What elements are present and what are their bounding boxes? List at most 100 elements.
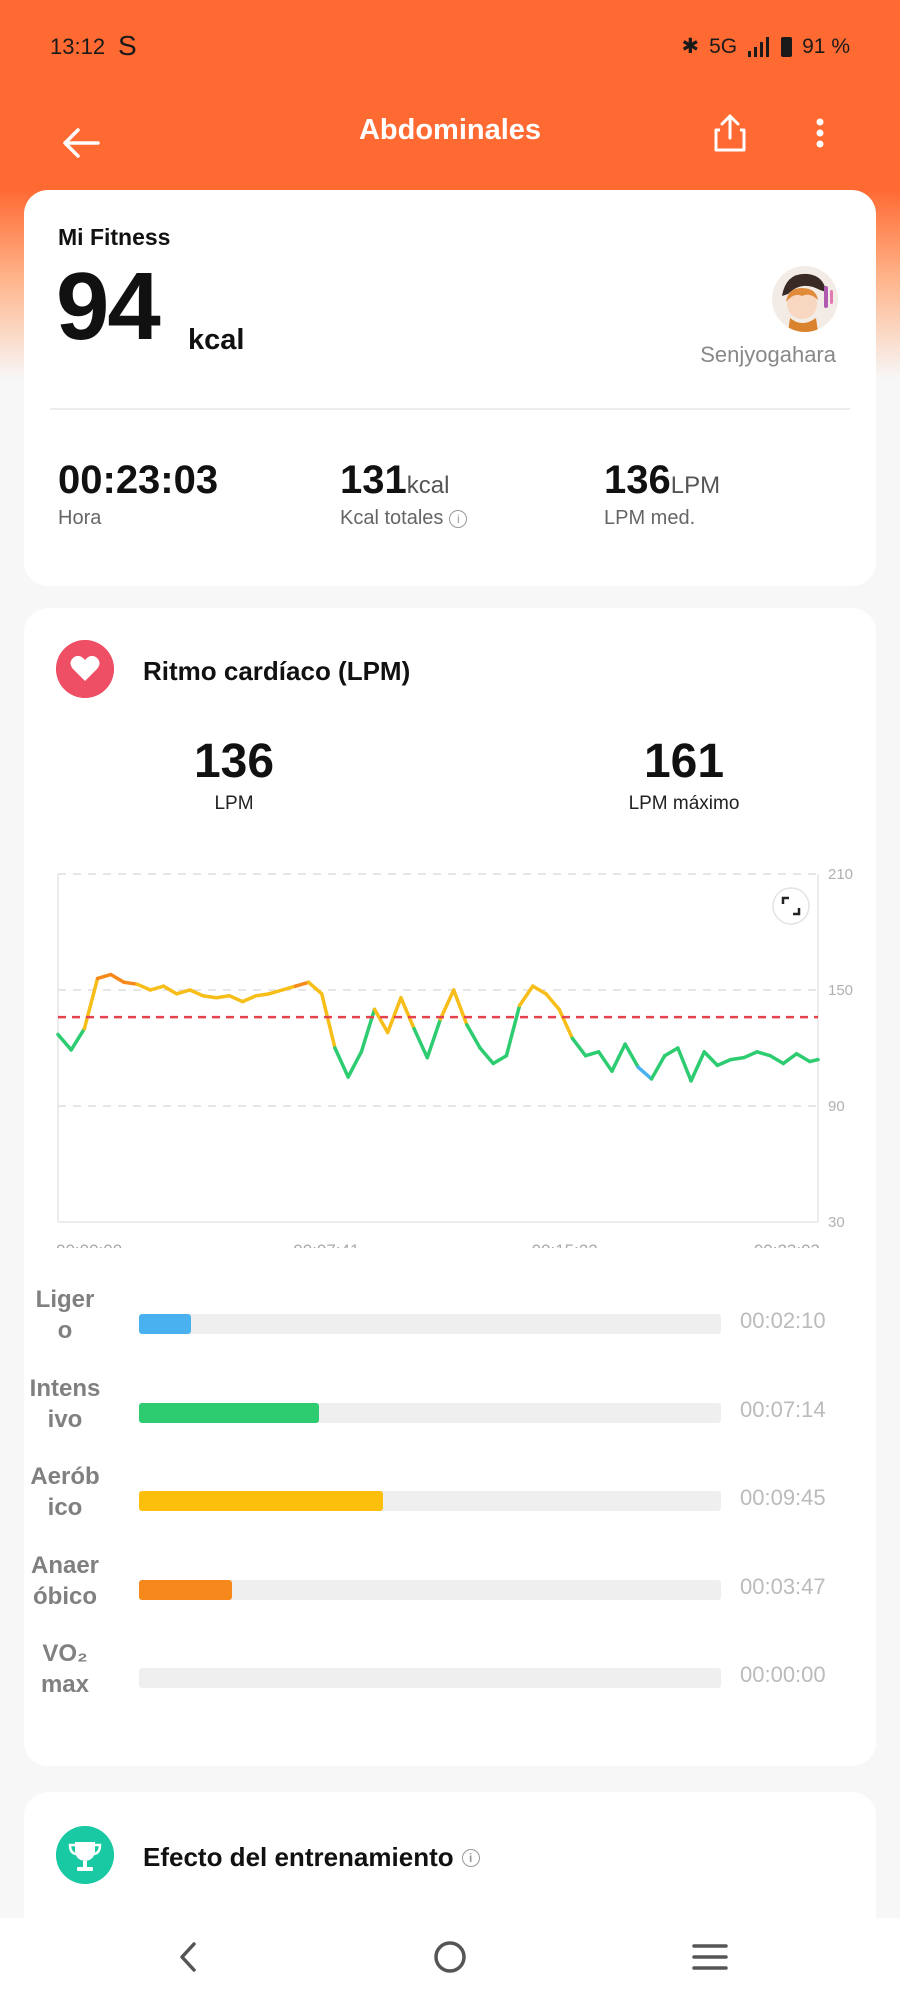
stat-total-kcal-value: 131	[340, 458, 407, 502]
page-title: Abdominales	[358, 114, 542, 146]
avatar[interactable]	[772, 266, 838, 332]
chart-hr-segment	[214, 994, 232, 1000]
chart-y-tick-label: 90	[828, 1098, 845, 1115]
chart-hr-segment	[781, 1052, 799, 1066]
chart-hr-segment	[95, 972, 113, 981]
info-icon[interactable]: i	[449, 509, 468, 528]
stat-total-kcal-unit: kcal	[406, 472, 450, 499]
battery-level: 91 %	[802, 34, 850, 58]
chart-hr-segment	[69, 1026, 87, 1052]
status-time: 13:12	[50, 34, 106, 59]
chart-hr-segment	[372, 1007, 390, 1035]
training-effect-card[interactable]: Efecto del entrenamiento i	[24, 1792, 876, 1932]
chart-hr-segment	[240, 994, 258, 1004]
bluetooth-icon: ✱	[681, 35, 700, 58]
chart-hr-segment	[662, 1046, 680, 1058]
zone-bar-fill	[139, 1491, 384, 1511]
stat-avg-bpm: 136LPM LPM med.	[604, 458, 720, 530]
chart-hr-segment	[755, 1050, 772, 1058]
zone-time: 00:00:00	[740, 1662, 826, 1687]
chart-hr-segment	[109, 972, 126, 985]
share-icon[interactable]	[710, 108, 750, 158]
training-effect-title: Efecto del entrenamiento i	[143, 1842, 480, 1873]
status-indicators: ✱ 5G 91 %	[682, 34, 851, 59]
zone-bar-track	[139, 1314, 721, 1334]
info-icon[interactable]: i	[461, 1848, 480, 1867]
chart-hr-segment	[491, 1053, 509, 1066]
nav-home-icon[interactable]	[420, 1932, 480, 1982]
chart-hr-segment	[359, 1007, 377, 1054]
chart-hr-segment	[346, 1050, 364, 1079]
chart-hr-segment	[399, 995, 416, 1031]
heart-rate-chart[interactable]: 210 150 90 30 00:00:00 00:07:41 00:15:22 00:23:…	[24, 848, 876, 1248]
chart-hr-segment	[56, 1032, 73, 1052]
chart-hr-segment	[596, 1050, 614, 1073]
zone-time: 00:03:47	[740, 1573, 826, 1599]
chart-hr-segment	[570, 1036, 588, 1058]
nav-back-icon[interactable]	[158, 1932, 218, 1982]
max-bpm-label: LPM máximo	[628, 793, 740, 814]
chart-hr-segment	[649, 1053, 667, 1081]
trophy-icon	[56, 1826, 114, 1884]
zone-bar-track	[139, 1402, 721, 1423]
chart-hr-segment	[610, 1042, 627, 1073]
more-vertical-icon[interactable]	[800, 108, 840, 158]
zone-row: VO₂ max 00:00:00	[24, 1640, 876, 1702]
zone-bar-track	[139, 1668, 721, 1688]
chart-y-tick-label: 210	[828, 866, 853, 883]
zone-bar-fill	[139, 1402, 320, 1423]
chart-hr-segment	[122, 980, 139, 986]
max-bpm-metric: 161 LPM máximo	[584, 734, 784, 815]
zone-time: 00:02:10	[740, 1308, 826, 1333]
system-nav-bar	[0, 1918, 900, 2000]
summary-card: Mi Fitness 94 kcal Senjyogahara 00:23:03…	[24, 190, 876, 586]
battery-icon	[781, 36, 793, 57]
zone-time: 00:09:45	[740, 1485, 826, 1510]
chart-hr-segment	[478, 1046, 495, 1066]
chart-x-tick-label: 00:15:22	[532, 1241, 598, 1248]
chart-hr-segment	[702, 1050, 720, 1068]
expand-icon[interactable]	[772, 887, 810, 925]
chart-hr-segment	[808, 1057, 820, 1064]
chart-hr-segment	[794, 1052, 812, 1064]
chart-hr-segment	[267, 988, 284, 996]
chart-hr-segment	[531, 984, 548, 996]
chart-hr-segment	[557, 1007, 575, 1041]
chart-hr-segment	[148, 984, 166, 992]
zone-time: 00:07:14	[740, 1396, 826, 1422]
source-app-name: Mi Fitness	[58, 224, 171, 250]
stat-total-kcal-label: Kcal totales	[340, 507, 444, 529]
chart-hr-segment	[504, 1003, 522, 1058]
zone-bar-track	[139, 1491, 721, 1511]
chart-hr-segment	[174, 988, 192, 996]
stat-avg-bpm-value: 136	[604, 458, 671, 502]
chart-hr-segment	[438, 988, 456, 1021]
stat-avg-bpm-label: LPM med.	[604, 507, 696, 529]
chart-y-tick-label: 30	[828, 1214, 845, 1231]
chart-x-tick-label: 00:00:00	[56, 1241, 122, 1248]
zone-bar-fill	[139, 1579, 233, 1600]
signal-icon	[748, 36, 770, 57]
chart-hr-segment	[188, 988, 205, 998]
stat-total-kcal: 131kcal Kcal totales i	[340, 458, 468, 530]
divider	[50, 408, 850, 410]
stat-duration-value: 00:23:03	[58, 458, 219, 502]
arrow-left-icon[interactable]	[58, 118, 108, 168]
zone-bar-fill	[139, 1314, 192, 1334]
zone-row: Aerób ico 00:09:45	[24, 1463, 876, 1525]
chart-hr-segment	[544, 992, 561, 1012]
chart-hr-segment	[676, 1046, 693, 1083]
zone-row: Liger o 00:02:10	[24, 1286, 876, 1348]
chart-hr-segment	[425, 1017, 443, 1060]
chart-hr-segment	[623, 1042, 641, 1070]
stat-duration-label: Hora	[58, 507, 102, 529]
chart-hr-segment	[583, 1050, 601, 1058]
chart-hr-segment	[385, 995, 403, 1035]
network-type: 5G	[709, 34, 738, 58]
avg-bpm-label: LPM	[214, 793, 254, 814]
chart-hr-segment	[227, 994, 245, 1004]
stat-duration: 00:23:03 Hora	[58, 458, 218, 530]
chart-x-tick-label: 00:23:03	[754, 1241, 820, 1248]
nav-menu-icon[interactable]	[680, 1932, 740, 1982]
chart-hr-segment	[280, 984, 298, 992]
